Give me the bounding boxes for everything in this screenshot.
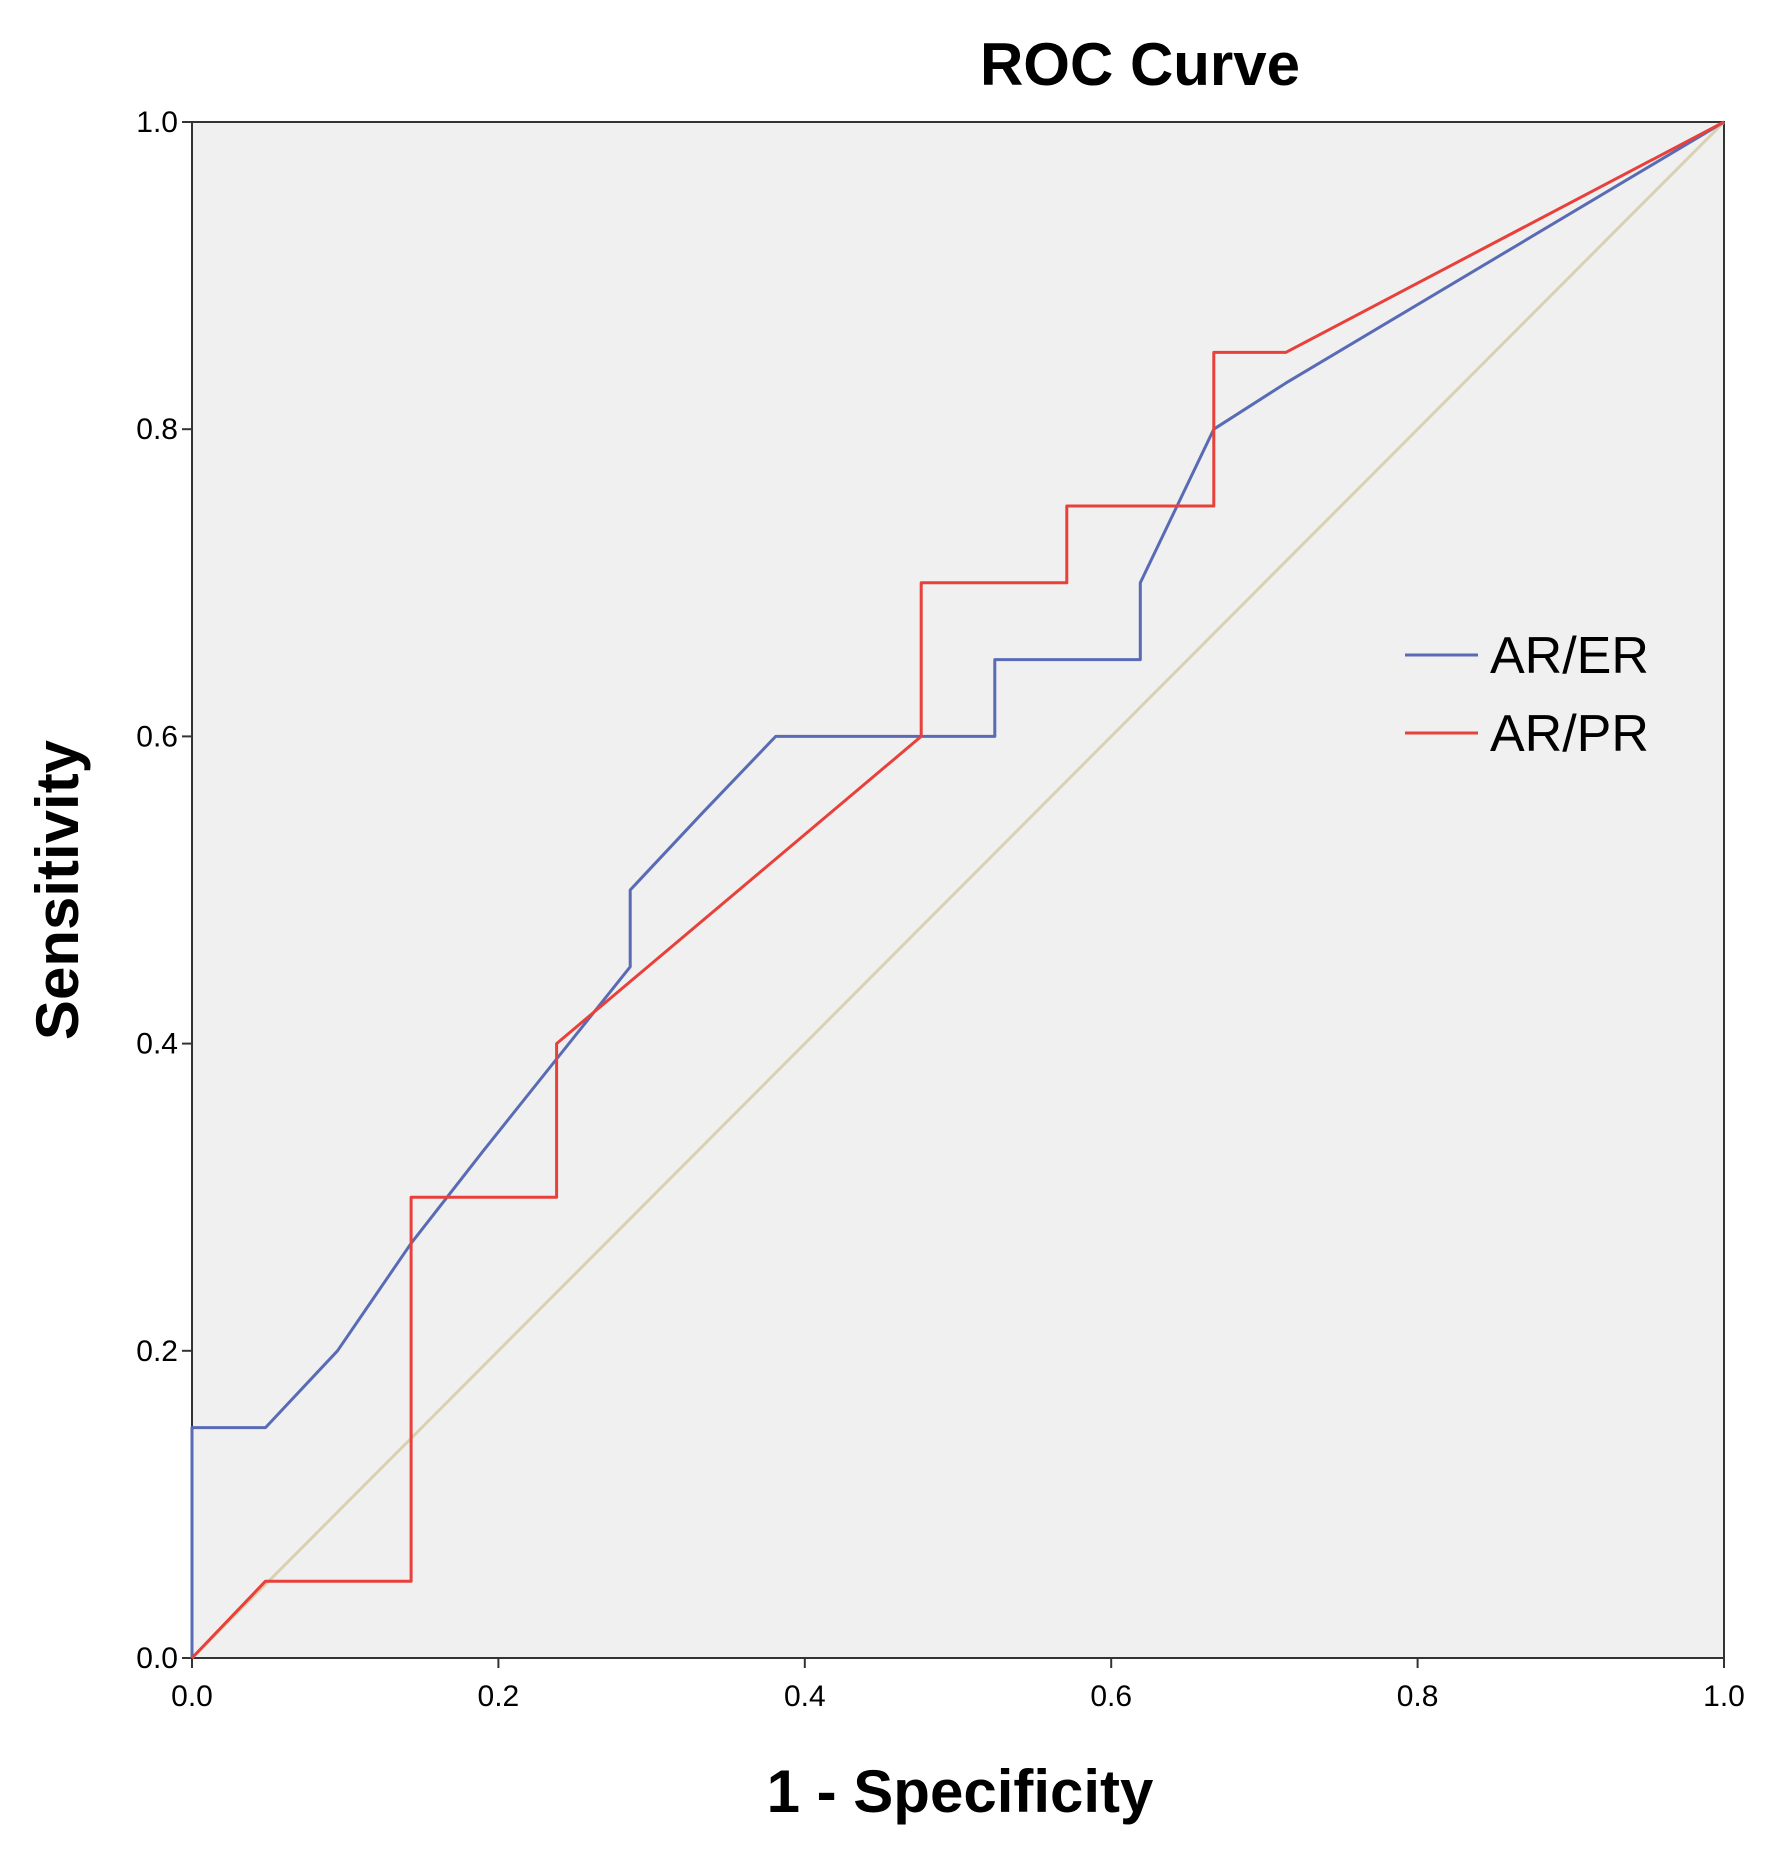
x-tick-label: 0.0: [171, 1680, 213, 1713]
series-layer: [190, 120, 1726, 1660]
legend: AR/ER AR/PR: [1405, 627, 1649, 763]
x-tick-label: 1.0: [1703, 1680, 1745, 1713]
y-tick-label: 0.0: [136, 1642, 178, 1675]
y-axis-label: Sensitivity: [24, 739, 91, 1040]
chart-title: ROC Curve: [980, 31, 1300, 98]
x-tick-label: 0.6: [1090, 1680, 1132, 1713]
legend-label-ar-pr: AR/PR: [1490, 705, 1649, 763]
x-tick-label: 0.8: [1397, 1680, 1439, 1713]
y-axis: 0.0 0.2 0.4 0.6 0.8 1.0: [136, 106, 192, 1675]
legend-label-ar-er: AR/ER: [1490, 627, 1649, 685]
series-line-ar-er: [190, 120, 1725, 1658]
x-axis-label: 1 - Specificity: [767, 1758, 1154, 1825]
x-tick-label: 0.4: [784, 1680, 826, 1713]
series-line-reference-line: [190, 120, 1726, 1660]
x-axis: 0.0 0.2 0.4 0.6 0.8 1.0: [171, 1658, 1745, 1713]
y-tick-label: 0.2: [136, 1335, 178, 1368]
y-tick-label: 0.6: [136, 720, 178, 753]
y-tick-label: 0.8: [136, 413, 178, 446]
y-tick-label: 1.0: [136, 106, 178, 139]
y-tick-label: 0.4: [136, 1028, 178, 1061]
series-line-ar-pr: [190, 120, 1725, 1660]
x-tick-label: 0.2: [478, 1680, 520, 1713]
